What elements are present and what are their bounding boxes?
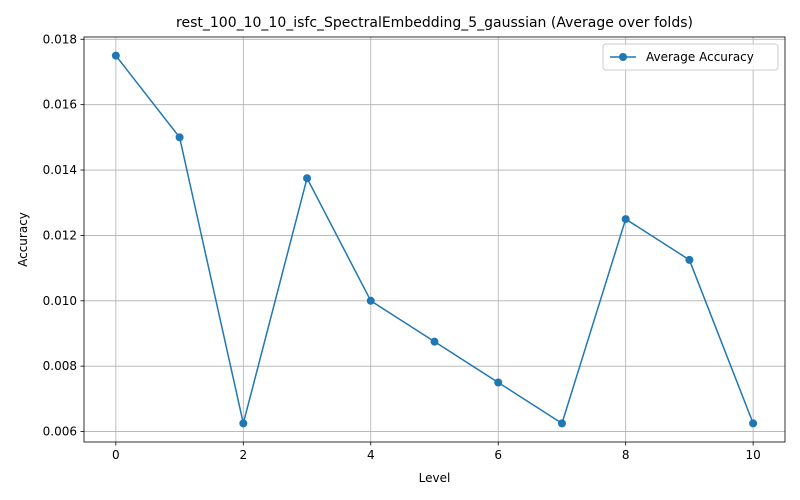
data-point xyxy=(303,174,312,183)
data-point xyxy=(366,296,375,305)
plot-area-frame xyxy=(83,36,786,443)
y-axis-ticks: 0.006 0.008 0.010 0.012 0.014 0.016 0.018 xyxy=(43,32,84,439)
data-point xyxy=(111,51,120,60)
data-point xyxy=(239,419,248,428)
x-tick-label: 10 xyxy=(745,448,760,462)
series-layer xyxy=(111,51,758,428)
y-axis-title: Accuracy xyxy=(16,212,30,267)
data-point xyxy=(749,419,758,428)
data-point xyxy=(175,133,184,142)
legend-box xyxy=(602,43,779,71)
x-axis-ticks: 0 2 4 6 8 10 xyxy=(112,442,761,462)
y-tick-label: 0.008 xyxy=(43,359,77,373)
y-tick-label: 0.010 xyxy=(43,294,77,308)
data-point xyxy=(621,215,630,224)
x-tick-label: 2 xyxy=(239,448,247,462)
x-tick-label: 0 xyxy=(112,448,120,462)
x-tick-label: 4 xyxy=(367,448,375,462)
x-tick-label: 6 xyxy=(494,448,502,462)
legend-marker-sample xyxy=(619,53,627,61)
data-point xyxy=(685,255,694,264)
data-point xyxy=(494,378,503,387)
grid-lines xyxy=(84,37,785,442)
chart-title: rest_100_10_10_isfc_SpectralEmbedding_5_… xyxy=(176,15,693,31)
series-line xyxy=(115,55,754,425)
legend: Average Accuracy xyxy=(602,43,779,71)
x-axis-title: Level xyxy=(419,471,451,485)
y-tick-label: 0.012 xyxy=(43,228,77,242)
y-tick-label: 0.018 xyxy=(43,32,77,46)
y-tick-label: 0.006 xyxy=(43,425,77,439)
y-tick-label: 0.016 xyxy=(43,98,77,112)
y-tick-label: 0.014 xyxy=(43,163,77,177)
data-point xyxy=(430,337,439,346)
data-point xyxy=(557,419,566,428)
legend-label: Average Accuracy xyxy=(646,50,754,64)
x-tick-label: 8 xyxy=(622,448,630,462)
